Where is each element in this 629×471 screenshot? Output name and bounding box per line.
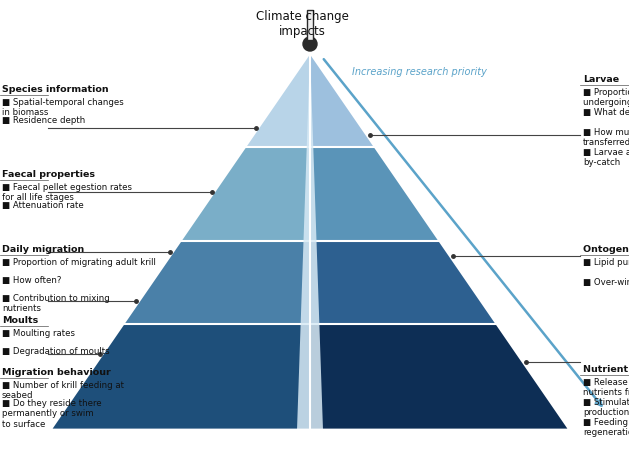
Text: ■ Faecal pellet egestion rates
for all life stages: ■ Faecal pellet egestion rates for all l…	[2, 183, 132, 203]
Text: Larvae: Larvae	[583, 75, 619, 84]
Text: ■ Degradation of moults: ■ Degradation of moults	[2, 347, 109, 356]
Polygon shape	[310, 146, 440, 241]
Text: ■ Number of krill feeding at
seabed: ■ Number of krill feeding at seabed	[2, 381, 124, 400]
Text: ■ Lipid pump: ■ Lipid pump	[583, 258, 629, 267]
Text: ■ Do they reside there
permanently or swim
to surface: ■ Do they reside there permanently or sw…	[2, 399, 102, 429]
Polygon shape	[310, 324, 570, 430]
Text: Moults: Moults	[2, 316, 38, 325]
Text: ■ How much carbon is
transferred?: ■ How much carbon is transferred?	[583, 128, 629, 147]
Text: ■ Residence depth: ■ Residence depth	[2, 116, 86, 125]
Polygon shape	[50, 324, 310, 430]
Text: ■ How often?: ■ How often?	[2, 276, 62, 285]
Text: Migration behaviour: Migration behaviour	[2, 368, 111, 377]
Text: Faecal properties: Faecal properties	[2, 170, 95, 179]
Polygon shape	[297, 52, 323, 430]
Polygon shape	[310, 241, 497, 324]
Polygon shape	[245, 52, 310, 146]
Text: Increasing research priority: Increasing research priority	[352, 67, 487, 77]
Text: ■ Proportion of larvae
undergoing DVM: ■ Proportion of larvae undergoing DVM	[583, 88, 629, 107]
Text: ■ Larvae as fishery
by-catch: ■ Larvae as fishery by-catch	[583, 148, 629, 167]
Text: Nutrient regeneration: Nutrient regeneration	[583, 365, 629, 374]
Polygon shape	[180, 146, 310, 241]
Text: Climate change
impacts: Climate change impacts	[255, 10, 348, 38]
Polygon shape	[123, 241, 310, 324]
Text: ■ Spatial-temporal changes
in biomass: ■ Spatial-temporal changes in biomass	[2, 98, 124, 117]
Text: ■ Proportion of migrating adult krill: ■ Proportion of migrating adult krill	[2, 258, 156, 267]
Text: ■ Moulting rates: ■ Moulting rates	[2, 329, 75, 338]
Text: ■ Feeding and nutrient
regeneration: ■ Feeding and nutrient regeneration	[583, 418, 629, 438]
Text: ■ Attenuation rate: ■ Attenuation rate	[2, 201, 84, 210]
Text: ■ Stimulation of primary
production: ■ Stimulation of primary production	[583, 398, 629, 417]
Bar	[307, 10, 313, 40]
Text: Ontogenetic migration: Ontogenetic migration	[583, 245, 629, 254]
Text: ■ Release of macro/micro
nutrients from krill: ■ Release of macro/micro nutrients from …	[583, 378, 629, 398]
Polygon shape	[310, 52, 375, 146]
Circle shape	[303, 37, 317, 51]
Text: ■ What depth?: ■ What depth?	[583, 108, 629, 117]
Text: ■ Over-wintering: ■ Over-wintering	[583, 278, 629, 287]
Text: Daily migration: Daily migration	[2, 245, 84, 254]
Text: ■ Contribution to mixing
nutrients: ■ Contribution to mixing nutrients	[2, 294, 109, 313]
Text: Species information: Species information	[2, 85, 109, 94]
